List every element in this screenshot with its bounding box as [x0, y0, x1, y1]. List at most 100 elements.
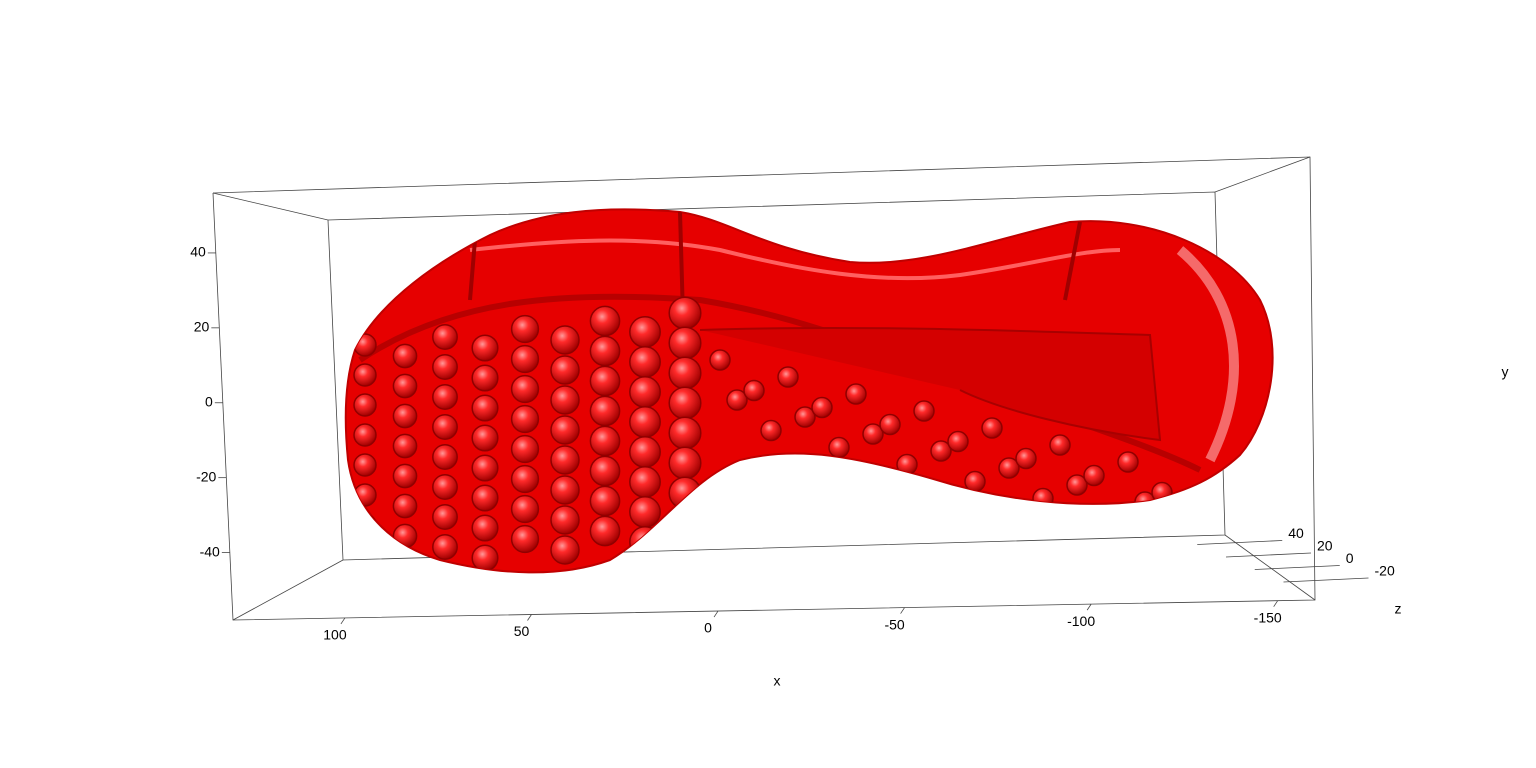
z-tick-label: -20 — [1375, 563, 1395, 579]
tread-bump — [471, 514, 499, 542]
x-tick-label: 0 — [704, 620, 712, 636]
tread-bump — [550, 535, 580, 565]
tread-bump — [629, 406, 661, 438]
tread-bump — [668, 356, 702, 390]
y-tick-label: -40 — [200, 543, 220, 559]
tread-bump — [811, 396, 833, 419]
x-tick-label: 50 — [514, 623, 530, 639]
z-tick-label: 20 — [1317, 538, 1333, 554]
x-tick — [713, 610, 719, 618]
x-tick — [340, 617, 346, 625]
heel-ribs — [1176, 246, 1239, 463]
tread-bump — [1100, 504, 1122, 527]
tread-bump — [550, 445, 580, 475]
tread-bump — [432, 324, 458, 350]
tread-bump — [550, 505, 580, 535]
tread-bump — [353, 363, 377, 387]
tread-bump — [589, 515, 621, 547]
tread-bump — [862, 423, 884, 445]
tread-bump — [668, 386, 702, 420]
tread-bump — [629, 526, 661, 558]
tread-bump — [1049, 434, 1071, 456]
tread-bump — [1015, 447, 1037, 470]
tread-bump — [896, 453, 918, 476]
tread-bump — [392, 523, 418, 549]
x-tick — [900, 607, 905, 614]
tread-bump — [432, 384, 458, 410]
box-edge — [232, 559, 344, 621]
tread-bump — [471, 544, 499, 572]
tread-bump — [668, 326, 702, 360]
tread-bump — [1168, 521, 1190, 544]
tread-bump — [629, 316, 661, 348]
tread-bump — [668, 446, 702, 480]
tread-bump — [510, 374, 540, 404]
tread-bump — [629, 346, 661, 378]
x-tick — [1086, 603, 1092, 611]
tread-bump — [668, 476, 702, 510]
tread-bump — [1117, 451, 1139, 473]
tread-bump — [432, 354, 458, 380]
tread-bump — [510, 434, 540, 464]
z-tick — [1197, 540, 1283, 545]
tread-bump — [589, 365, 621, 397]
z-axis-title: z — [1395, 601, 1402, 617]
x-tick-label: -50 — [884, 616, 904, 632]
y-tick-label: 0 — [205, 393, 213, 409]
tread-bump — [510, 524, 540, 554]
box-edge — [1214, 156, 1311, 193]
z-tick-label: 0 — [1346, 550, 1354, 566]
tread-bump — [629, 376, 661, 408]
tread-bump — [432, 474, 458, 500]
tread-bump — [998, 457, 1020, 479]
tread-bump — [964, 470, 986, 493]
tread-bump — [760, 419, 782, 442]
y-tick-label: 20 — [194, 319, 210, 335]
tread-bump — [471, 394, 499, 422]
tread-bump — [471, 484, 499, 512]
tread-bump — [668, 416, 702, 450]
tread-bump — [510, 314, 540, 344]
tread-bump — [550, 325, 580, 355]
y-axis-title: y — [1502, 364, 1509, 380]
tread-bump — [726, 389, 748, 411]
sole-groove — [468, 239, 477, 301]
tread-bump — [353, 423, 377, 447]
tread-bump — [353, 393, 377, 417]
tread-bump — [432, 504, 458, 530]
z-tick — [1225, 552, 1312, 558]
tread-bump — [589, 425, 621, 457]
tread-bump — [879, 413, 901, 436]
z-tick — [1254, 565, 1340, 570]
tread-bump — [828, 436, 850, 459]
tread-bump — [353, 543, 377, 567]
tread-bump — [589, 335, 621, 367]
x-axis-title: x — [774, 673, 781, 689]
tread-bump — [550, 355, 580, 385]
tread-bump — [1032, 487, 1054, 510]
x-tick — [527, 614, 532, 621]
x-tick-label: 100 — [323, 627, 347, 643]
sole-groove — [1063, 221, 1082, 301]
tread-bump — [471, 424, 499, 452]
tread-bump — [589, 305, 621, 337]
tread-bump — [510, 464, 540, 494]
tread-bump — [777, 366, 799, 388]
tread-bump — [471, 364, 499, 392]
tread-bump — [668, 506, 702, 540]
x-tick-label: -150 — [1254, 609, 1282, 625]
tread-bump — [629, 496, 661, 528]
tread-bump — [353, 453, 377, 477]
tread-bump — [1066, 474, 1088, 496]
z-tick-label: 40 — [1288, 525, 1304, 541]
tread-bump — [1083, 464, 1105, 487]
tread-bump — [510, 494, 540, 524]
tread-bump — [589, 485, 621, 517]
tread-bump — [392, 373, 418, 399]
tread-bump — [392, 433, 418, 459]
sole-texture — [353, 211, 1239, 573]
tread-bump — [510, 404, 540, 434]
tread-bump — [392, 463, 418, 489]
